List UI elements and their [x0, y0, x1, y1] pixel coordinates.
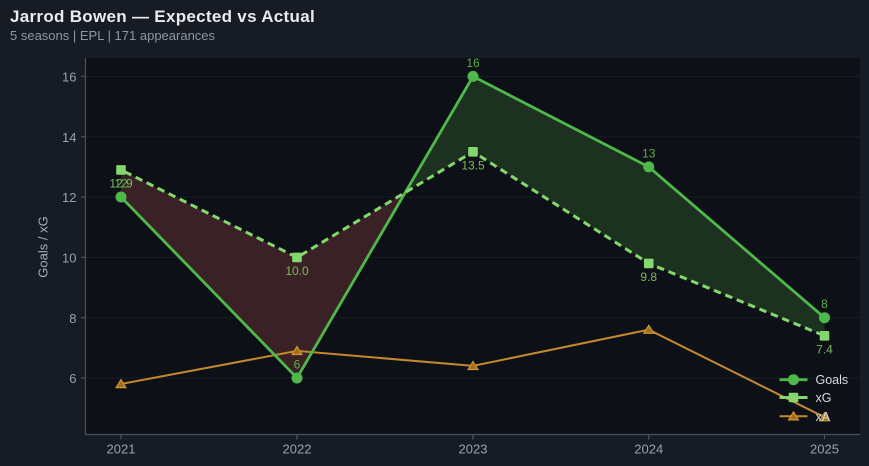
svg-text:8: 8 [821, 297, 828, 311]
svg-text:9.8: 9.8 [640, 270, 657, 284]
svg-text:6: 6 [294, 358, 301, 372]
svg-text:2022: 2022 [283, 442, 312, 457]
svg-text:16: 16 [466, 56, 480, 70]
svg-text:12.9: 12.9 [109, 177, 133, 191]
svg-text:10.0: 10.0 [285, 264, 309, 278]
svg-text:14: 14 [62, 130, 76, 145]
svg-text:13: 13 [642, 146, 656, 160]
svg-text:10: 10 [62, 251, 76, 266]
svg-text:16: 16 [62, 70, 76, 85]
svg-text:5 seasons | EPL | 171 appearan: 5 seasons | EPL | 171 appearances [10, 28, 216, 43]
svg-text:12: 12 [62, 190, 76, 205]
svg-text:Jarrod Bowen — Expected vs Act: Jarrod Bowen — Expected vs Actual [10, 7, 315, 26]
svg-text:2021: 2021 [107, 442, 136, 457]
svg-text:2023: 2023 [459, 442, 488, 457]
svg-text:Goals / xG: Goals / xG [36, 216, 51, 277]
svg-text:6: 6 [69, 371, 76, 386]
svg-text:13.5: 13.5 [461, 158, 485, 172]
svg-text:Goals: Goals [816, 373, 849, 387]
svg-text:12: 12 [114, 177, 128, 191]
svg-text:xA: xA [816, 410, 831, 424]
svg-text:7.4: 7.4 [816, 342, 833, 356]
svg-text:xG: xG [816, 391, 832, 405]
svg-text:8: 8 [69, 311, 76, 326]
svg-text:2024: 2024 [634, 442, 663, 457]
svg-text:2025: 2025 [810, 442, 839, 457]
